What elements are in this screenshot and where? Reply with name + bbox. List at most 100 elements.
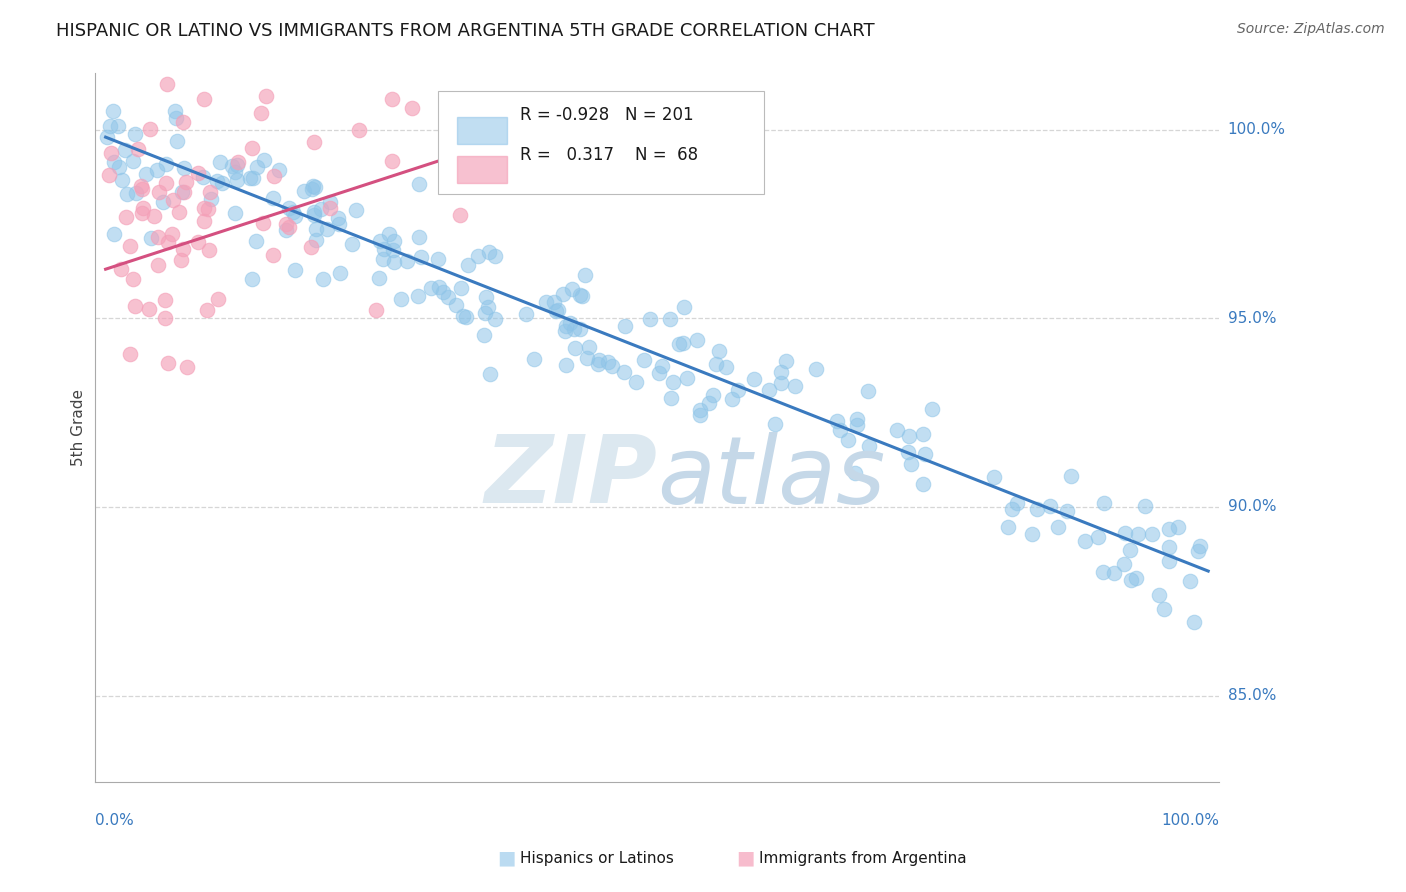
Point: [554, 324, 576, 338]
Point: [193, 214, 215, 228]
Point: [146, 163, 169, 178]
Point: [419, 281, 441, 295]
Point: [193, 201, 215, 215]
Text: 90.0%: 90.0%: [1227, 500, 1277, 515]
Point: [302, 208, 325, 222]
Point: [382, 255, 405, 269]
Point: [301, 182, 323, 196]
Point: [997, 519, 1019, 533]
Text: 100.0%: 100.0%: [1161, 813, 1219, 828]
Text: Immigrants from Argentina: Immigrants from Argentina: [759, 851, 967, 865]
Point: [451, 310, 474, 324]
Point: [242, 171, 264, 186]
Point: [131, 182, 153, 196]
Point: [371, 252, 394, 266]
Point: [1001, 501, 1024, 516]
Point: [484, 311, 506, 326]
Point: [720, 392, 742, 406]
Point: [98, 169, 121, 183]
Point: [139, 231, 162, 245]
Point: [319, 194, 342, 209]
Point: [245, 234, 267, 248]
Bar: [457, 156, 508, 183]
Point: [129, 179, 152, 194]
Point: [155, 157, 177, 171]
Point: [846, 411, 869, 425]
Text: atlas: atlas: [657, 432, 886, 523]
Point: [828, 423, 851, 437]
Point: [284, 263, 307, 277]
Point: [122, 153, 145, 168]
Point: [898, 429, 921, 443]
Text: ZIP: ZIP: [484, 432, 657, 524]
Text: Source: ZipAtlas.com: Source: ZipAtlas.com: [1237, 22, 1385, 37]
Point: [911, 427, 934, 442]
Point: [562, 321, 585, 335]
Point: [187, 166, 209, 180]
Point: [554, 318, 576, 333]
Point: [707, 343, 730, 358]
Point: [633, 352, 655, 367]
Point: [437, 290, 460, 304]
Point: [1092, 496, 1115, 510]
Point: [120, 239, 142, 253]
Point: [122, 271, 145, 285]
Point: [114, 211, 136, 225]
Point: [1074, 534, 1097, 549]
Point: [263, 169, 285, 183]
Point: [170, 253, 193, 268]
Point: [676, 371, 699, 385]
Point: [162, 193, 184, 207]
Point: [454, 310, 477, 324]
Point: [278, 220, 301, 235]
Point: [115, 47, 138, 62]
Point: [316, 221, 339, 235]
Point: [381, 92, 404, 106]
Point: [382, 234, 405, 248]
Point: [689, 402, 711, 417]
Point: [139, 122, 162, 136]
Text: HISPANIC OR LATINO VS IMMIGRANTS FROM ARGENTINA 5TH GRADE CORRELATION CHART: HISPANIC OR LATINO VS IMMIGRANTS FROM AR…: [56, 22, 875, 40]
Point: [100, 145, 122, 160]
Point: [484, 249, 506, 263]
Point: [267, 163, 290, 178]
Point: [350, 47, 373, 62]
Point: [672, 301, 695, 315]
Point: [305, 222, 328, 236]
Point: [207, 174, 229, 188]
Point: [858, 439, 880, 453]
Point: [598, 355, 620, 369]
Point: [209, 154, 232, 169]
Point: [551, 286, 574, 301]
Point: [1047, 519, 1070, 533]
Point: [897, 444, 920, 458]
Text: 0.0%: 0.0%: [94, 813, 134, 828]
Text: 100.0%: 100.0%: [1227, 122, 1285, 137]
Point: [103, 154, 125, 169]
Point: [103, 227, 125, 241]
Point: [155, 176, 177, 190]
Point: [1112, 557, 1135, 571]
Point: [157, 356, 180, 370]
FancyBboxPatch shape: [437, 91, 763, 194]
Point: [153, 311, 176, 326]
Point: [689, 408, 711, 422]
Point: [1119, 573, 1142, 587]
Point: [613, 365, 636, 379]
Point: [856, 384, 879, 398]
Point: [569, 288, 592, 302]
Point: [702, 388, 724, 402]
Point: [198, 185, 221, 199]
Point: [474, 306, 496, 320]
Point: [408, 289, 430, 303]
Point: [170, 185, 193, 199]
Point: [254, 89, 277, 103]
Point: [444, 298, 467, 312]
Point: [381, 153, 404, 168]
Point: [588, 353, 610, 368]
Point: [166, 135, 188, 149]
Point: [382, 244, 405, 258]
Point: [148, 186, 170, 200]
Point: [1114, 525, 1136, 540]
Point: [1178, 574, 1201, 588]
